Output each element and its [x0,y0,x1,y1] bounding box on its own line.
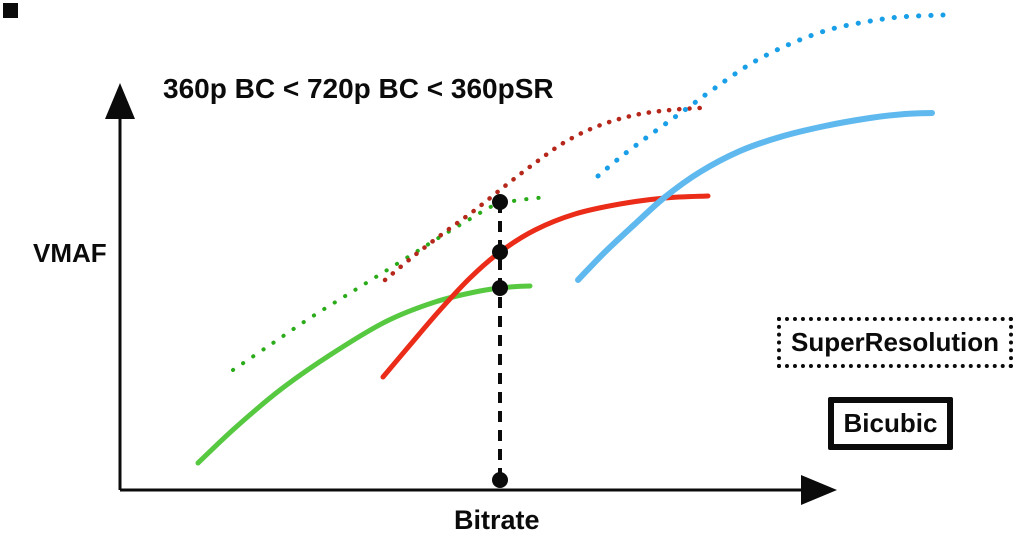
legend-superresolution: SuperResolution [777,317,1013,368]
curve-blue-dotted [595,12,946,179]
curve-blue-solid [575,110,935,283]
legend-superresolution-label: SuperResolution [790,327,999,357]
chart-title: 360p BC < 720p BC < 360pSR [163,73,554,104]
axes [105,83,837,505]
curve-red-dotted [382,105,703,283]
legend-bicubic-label: Bicubic [843,408,938,438]
reference-dot-3 [492,472,508,488]
fixed-bitrate-reference-line [492,194,508,488]
reference-dot-2 [492,280,508,296]
legend-bicubic: Bicubic [828,397,953,450]
y-axis-label: VMAF [33,238,107,268]
x-axis-label: Bitrate [454,505,540,535]
curve-green-solid [195,283,533,466]
curve-red-solid [380,193,711,380]
corner-mark [3,3,18,18]
reference-dot-0 [492,194,508,210]
reference-dot-1 [492,244,508,260]
